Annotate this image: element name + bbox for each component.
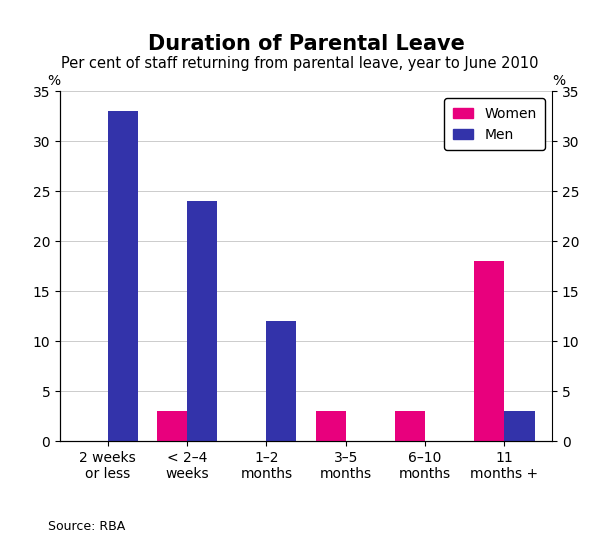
Text: Per cent of staff returning from parental leave, year to June 2010: Per cent of staff returning from parenta… bbox=[61, 56, 539, 72]
Text: %: % bbox=[47, 74, 60, 88]
Bar bbox=[107, 111, 138, 441]
Bar bbox=[395, 411, 425, 441]
Bar bbox=[316, 411, 346, 441]
Title: Duration of Parental Leave: Duration of Parental Leave bbox=[148, 34, 464, 54]
Bar bbox=[187, 201, 217, 441]
Bar bbox=[505, 411, 535, 441]
Bar bbox=[474, 261, 505, 441]
Text: %: % bbox=[552, 74, 565, 88]
Legend: Women, Men: Women, Men bbox=[444, 98, 545, 150]
Text: Source: RBA: Source: RBA bbox=[48, 520, 125, 533]
Bar bbox=[157, 411, 187, 441]
Bar bbox=[266, 321, 296, 441]
